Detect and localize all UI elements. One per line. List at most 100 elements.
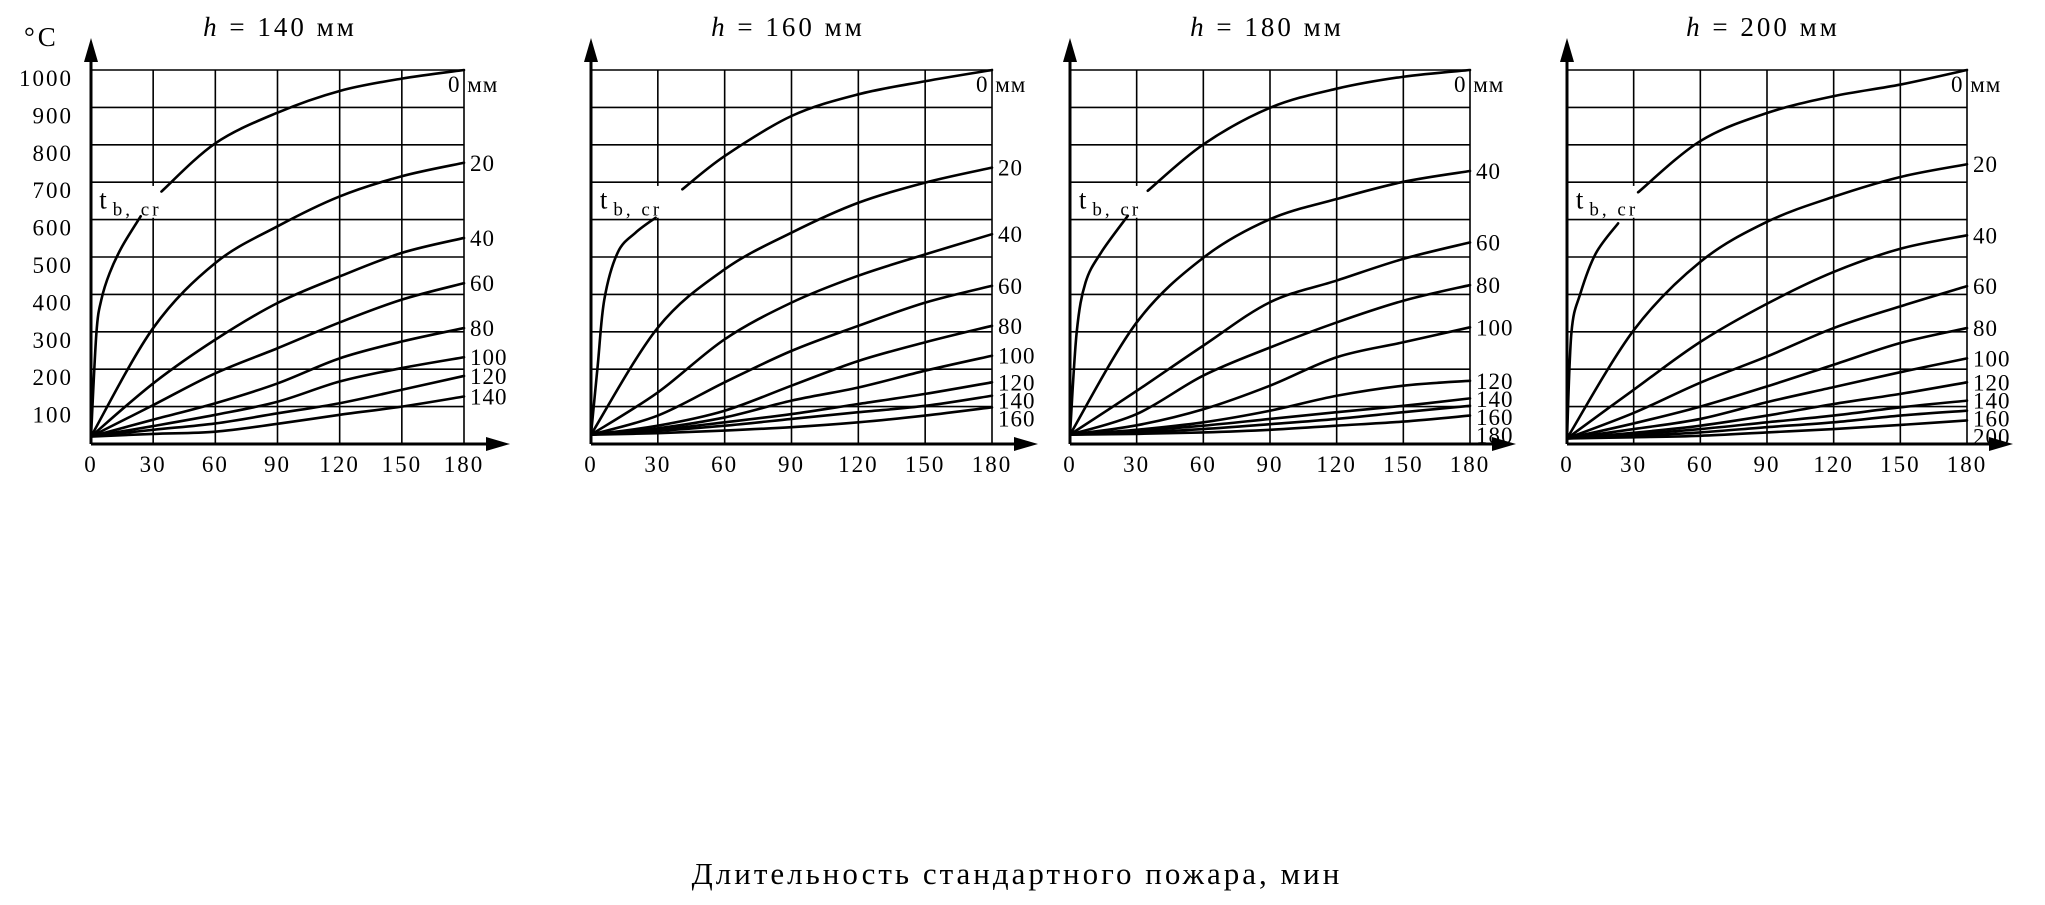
x-axis-arrow-icon	[1014, 437, 1038, 451]
x-axis-arrow-icon	[486, 437, 510, 451]
curve-depth-label: 40	[470, 226, 495, 251]
chart-panel: h = 160 мм 0 30 60 90 120 150 180 t b, cr 0 мм 20 40…	[584, 12, 1038, 477]
critical-temperature-label: t b, cr	[600, 184, 662, 220]
critical-temperature-label: t b, cr	[99, 184, 161, 220]
depth-curve	[1068, 326, 1472, 436]
x-tick-label: 0	[584, 452, 598, 477]
panel-title-value: = 160 мм	[728, 12, 865, 42]
depth-curve	[89, 281, 466, 438]
x-tick-label: 180	[444, 452, 485, 477]
depth-curve	[589, 354, 994, 436]
depth-curve	[89, 355, 466, 438]
panel-title: h = 180 мм	[1190, 12, 1344, 42]
x-tick-label: 60	[1687, 452, 1714, 477]
y-tick-label: 800	[33, 141, 74, 166]
curve-depth-label: 100	[1476, 315, 1514, 340]
curve-depth-label: 60	[1973, 274, 1998, 299]
depth-curve	[1565, 419, 1969, 440]
depth-curve	[1565, 284, 1969, 440]
depth-curve	[589, 232, 994, 436]
y-tick-label: 100	[33, 403, 74, 428]
critical-temperature-label: t b, cr	[1079, 184, 1141, 220]
x-tick-label: 150	[382, 452, 423, 477]
depth-curve	[1565, 409, 1969, 440]
panel-title-value: = 140 мм	[220, 12, 357, 42]
depth-curve	[1068, 169, 1472, 436]
depth-curve	[89, 236, 466, 438]
x-tick-label: 150	[1880, 452, 1921, 477]
critical-temperature-curve	[89, 214, 143, 438]
curve-depth-label: 120	[470, 364, 508, 389]
critical-label-main: t	[1576, 184, 1587, 214]
y-tick-label: 600	[33, 216, 74, 241]
x-tick-label: 90	[1754, 452, 1781, 477]
critical-label-main: t	[600, 184, 611, 214]
curve-depth-label: 160	[998, 406, 1036, 431]
curve-depth-label: 20	[470, 151, 495, 176]
y-tick-label: 900	[33, 103, 74, 128]
critical-label-subscript: b, cr	[113, 199, 162, 220]
chart-panel: h = 140 мм 0 30 60 90 120 150 180 100 200 300 400 50…	[19, 12, 510, 477]
panel-title-variable: h	[711, 12, 728, 42]
panel-title: h = 200 мм	[1686, 12, 1840, 42]
depth-curve	[1068, 241, 1472, 436]
curve-depth-label: 140	[470, 385, 508, 410]
depth-curve	[589, 166, 994, 436]
curve-depth-label: 160	[1476, 405, 1514, 430]
depth-curve	[1068, 283, 1472, 436]
x-tick-label: 30	[644, 452, 671, 477]
panel-title-value: = 180 мм	[1207, 12, 1344, 42]
y-axis-arrow-icon	[1063, 38, 1077, 62]
y-axis-arrow-icon	[584, 38, 598, 62]
chart-panel: h = 200 мм 0 30 60 90 120 150 180 t b, cr 0 мм 20 40…	[1560, 12, 2013, 477]
x-tick-label: 60	[202, 452, 229, 477]
curve-depth-label: 40	[1973, 223, 1998, 248]
x-tick-label: 120	[1316, 452, 1357, 477]
x-tick-label: 150	[905, 452, 946, 477]
depth-curve	[1565, 380, 1969, 440]
curve-depth-label: 80	[1973, 316, 1998, 341]
critical-label-main: t	[99, 184, 110, 214]
curve-depth-label: 200	[1973, 425, 2011, 450]
y-axis-arrow-icon	[84, 38, 98, 62]
curve-depth-label: 120	[998, 370, 1036, 395]
curve-depth-label: 100	[1973, 346, 2011, 371]
critical-temperature-curve	[1068, 214, 1130, 436]
x-tick-label: 90	[1257, 452, 1284, 477]
critical-label-subscript: b, cr	[613, 199, 662, 220]
x-axis-label: Длительность стандартного пожара, мин	[692, 856, 1343, 891]
y-unit-label: °C	[24, 22, 59, 52]
depth-curve	[89, 161, 466, 438]
curve-depth-label: 180	[1476, 423, 1514, 448]
y-axis-arrow-icon	[1560, 38, 1574, 62]
depth-curve	[589, 394, 994, 436]
curve-depth-label: 120	[1973, 370, 2011, 395]
depth-curve	[1068, 404, 1472, 436]
x-tick-label: 30	[1620, 452, 1647, 477]
critical-label-subscript: b, cr	[1092, 199, 1141, 220]
y-tick-label: 300	[33, 328, 74, 353]
critical-temperature-curve	[589, 216, 657, 436]
curve-depth-label: 80	[470, 316, 495, 341]
critical-temperature-label: t b, cr	[1576, 184, 1638, 220]
chart-panels: h = 140 мм0 30 60 90 120 150 18010020030040050…	[19, 12, 2013, 477]
critical-label-main: t	[1079, 184, 1090, 214]
depth-curve	[1068, 397, 1472, 436]
panel-title-variable: h	[1686, 12, 1703, 42]
panel-title-variable: h	[203, 12, 220, 42]
panel-title-variable: h	[1190, 12, 1207, 42]
curve-depth-label: 60	[1476, 230, 1501, 255]
curve-depth-label: 0 мм	[448, 72, 498, 97]
x-tick-label: 120	[319, 452, 360, 477]
depth-curve	[89, 326, 466, 438]
x-tick-label: 120	[838, 452, 879, 477]
x-tick-label: 180	[1947, 452, 1988, 477]
curve-depth-label: 80	[1476, 273, 1501, 298]
panel-title: h = 160 мм	[711, 12, 865, 42]
x-tick-label: 60	[711, 452, 738, 477]
curve-depth-label: 0 мм	[1454, 72, 1504, 97]
y-tick-label: 500	[33, 253, 74, 278]
curve-depth-label: 20	[998, 156, 1023, 181]
chart-panel: h = 180 мм 0 30 60 90 120 150 180 t b, cr 0 мм 40 60…	[1063, 12, 1516, 477]
curve-depth-label: 120	[1476, 369, 1514, 394]
